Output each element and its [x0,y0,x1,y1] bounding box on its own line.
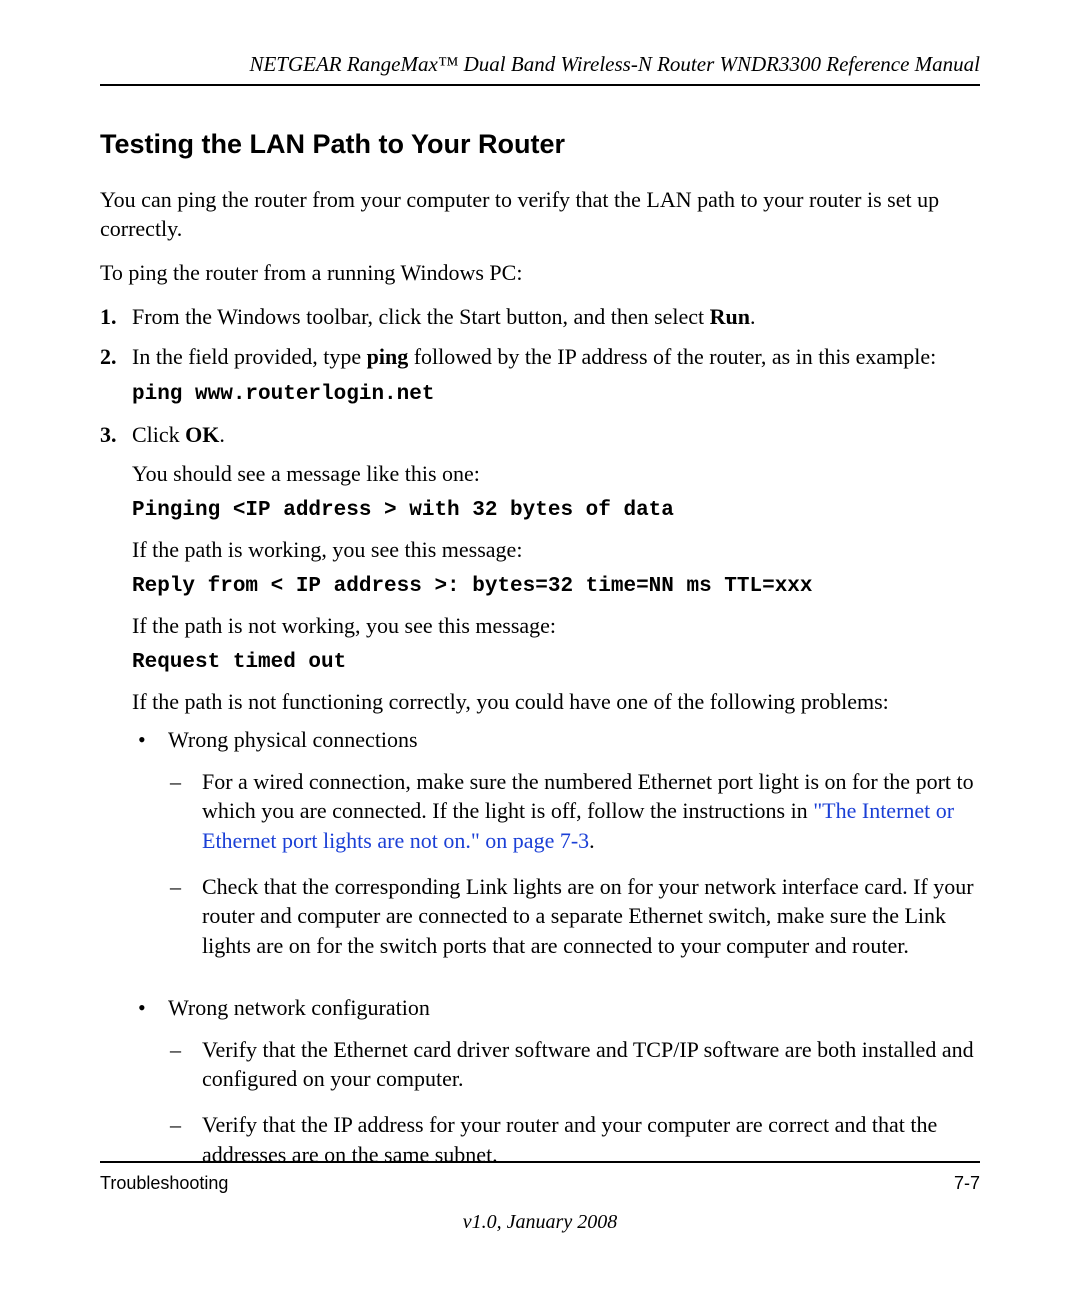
bullet-title: Wrong network configuration [168,995,430,1020]
sub-item: – For a wired connection, make sure the … [168,767,980,856]
section-heading: Testing the LAN Path to Your Router [100,126,980,162]
text-run: Click [132,422,185,447]
bullet-wrong-physical: • Wrong physical connections – For a wir… [132,725,980,977]
step-text: From the Windows toolbar, click the Star… [132,302,980,332]
problems-intro: If the path is not functioning correctly… [132,687,980,717]
message-intro: You should see a message like this one: [132,459,980,489]
sub-list: – Verify that the Ethernet card driver s… [168,1035,980,1170]
sub-list: – For a wired connection, make sure the … [168,767,980,961]
step-1: 1. From the Windows toolbar, click the S… [100,302,980,332]
bold-run: OK [185,422,219,447]
code-reply: Reply from < IP address >: bytes=32 time… [132,573,980,601]
intro-paragraph: You can ping the router from your comput… [100,185,980,244]
lead-in-paragraph: To ping the router from a running Window… [100,258,980,288]
step-number: 1. [100,302,132,332]
page-header: NETGEAR RangeMax™ Dual Band Wireless-N R… [100,50,980,86]
problem-bullets: • Wrong physical connections – For a wir… [132,725,980,1185]
bullet-title: Wrong physical connections [168,727,418,752]
footer-line: Troubleshooting 7-7 [100,1161,980,1195]
step-number: 3. [100,420,132,450]
sub-item: – Check that the corresponding Link ligh… [168,872,980,961]
dash-marker: – [168,872,202,961]
bullet-wrong-network: • Wrong network configuration – Verify t… [132,993,980,1185]
sub-text: For a wired connection, make sure the nu… [202,767,980,856]
text-run: . [750,304,756,329]
ordered-steps: 1. From the Windows toolbar, click the S… [100,302,980,1185]
text-run: From the Windows toolbar, click the Star… [132,304,710,329]
step-2: 2. In the field provided, type ping foll… [100,342,980,372]
step-text: In the field provided, type ping followe… [132,342,980,372]
code-ping-example: ping www.routerlogin.net [132,381,980,409]
text-run: . [589,828,595,853]
step-3: 3. Click OK. [100,420,980,450]
sub-text: Check that the corresponding Link lights… [202,872,980,961]
text-run: . [219,422,225,447]
text-run: In the field provided, type [132,344,367,369]
footer-section-name: Troubleshooting [100,1171,228,1195]
sub-text: Verify that the Ethernet card driver sof… [202,1035,980,1094]
notworking-intro: If the path is not working, you see this… [132,611,980,641]
dash-marker: – [168,1035,202,1094]
bullet-marker: • [132,993,168,1185]
code-timeout: Request timed out [132,649,980,677]
footer-version: v1.0, January 2008 [100,1209,980,1236]
bullet-text: Wrong network configuration – Verify tha… [168,993,980,1185]
bold-run: Run [710,304,750,329]
text-run: followed by the IP address of the router… [408,344,936,369]
page-footer: Troubleshooting 7-7 v1.0, January 2008 [100,1161,980,1236]
footer-page-number: 7-7 [954,1171,980,1195]
bold-run: ping [367,344,409,369]
dash-marker: – [168,767,202,856]
header-title: NETGEAR RangeMax™ Dual Band Wireless-N R… [249,52,980,76]
bullet-marker: • [132,725,168,977]
code-pinging: Pinging <IP address > with 32 bytes of d… [132,497,980,525]
sub-item: – Verify that the Ethernet card driver s… [168,1035,980,1094]
step-number: 2. [100,342,132,372]
bullet-text: Wrong physical connections – For a wired… [168,725,980,977]
step-text: Click OK. [132,420,980,450]
working-intro: If the path is working, you see this mes… [132,535,980,565]
